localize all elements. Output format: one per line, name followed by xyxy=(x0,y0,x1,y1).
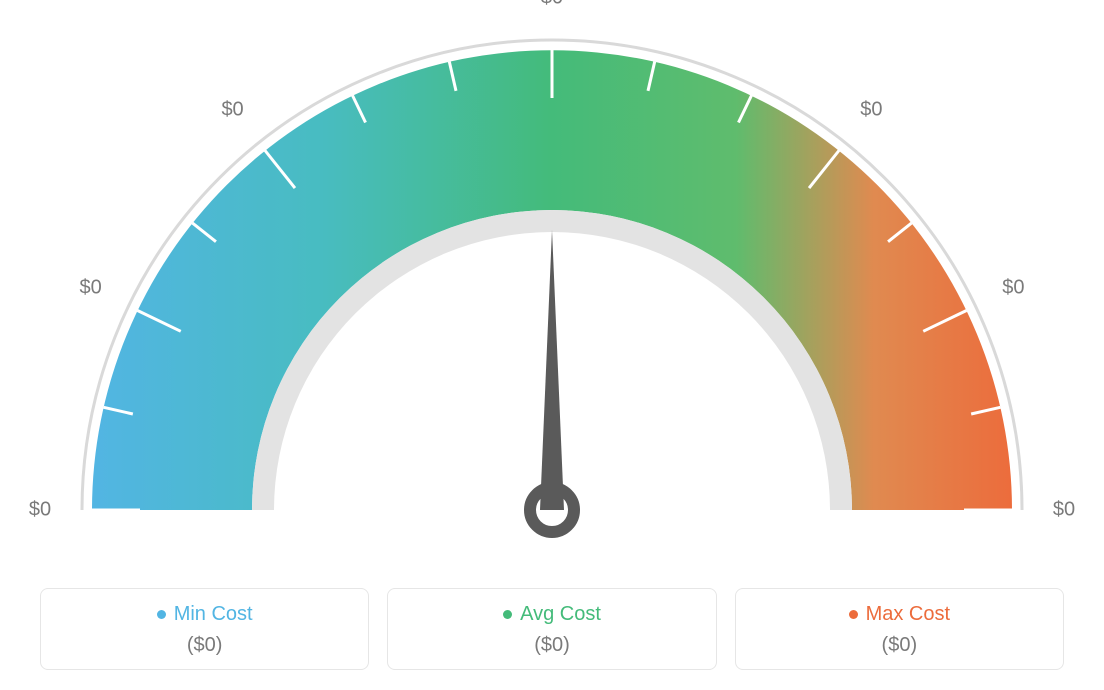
scale-label: $0 xyxy=(221,98,243,121)
legend-label-avg: Avg Cost xyxy=(520,603,601,626)
gauge-svg xyxy=(0,10,1104,570)
scale-label: $0 xyxy=(80,276,102,299)
legend-row: Min Cost ($0) Avg Cost ($0) Max Cost ($0… xyxy=(40,588,1064,670)
legend-card-min: Min Cost ($0) xyxy=(40,588,369,670)
legend-title-min: Min Cost xyxy=(157,603,253,626)
legend-card-max: Max Cost ($0) xyxy=(735,588,1064,670)
scale-label: $0 xyxy=(860,98,882,121)
scale-label: $0 xyxy=(1053,499,1075,522)
dot-icon-min xyxy=(157,610,166,619)
legend-card-avg: Avg Cost ($0) xyxy=(387,588,716,670)
scale-label: $0 xyxy=(1002,276,1024,299)
gauge-area: $0$0$0$0$0$0$0 xyxy=(0,10,1104,570)
legend-value-min: ($0) xyxy=(41,634,368,657)
legend-title-max: Max Cost xyxy=(849,603,950,626)
legend-label-min: Min Cost xyxy=(174,603,253,626)
gauge-chart-container: $0 $0 $0 $0 $0 $0 $0 Min Cost ($0) Avg Cost ($… xyxy=(0,0,1104,690)
legend-label-max: Max Cost xyxy=(866,603,950,626)
dot-icon-max xyxy=(849,610,858,619)
scale-label: $0 xyxy=(29,499,51,522)
scale-label: $0 xyxy=(541,0,563,10)
legend-title-avg: Avg Cost xyxy=(503,603,601,626)
dot-icon-avg xyxy=(503,610,512,619)
legend-value-avg: ($0) xyxy=(388,634,715,657)
legend-value-max: ($0) xyxy=(736,634,1063,657)
